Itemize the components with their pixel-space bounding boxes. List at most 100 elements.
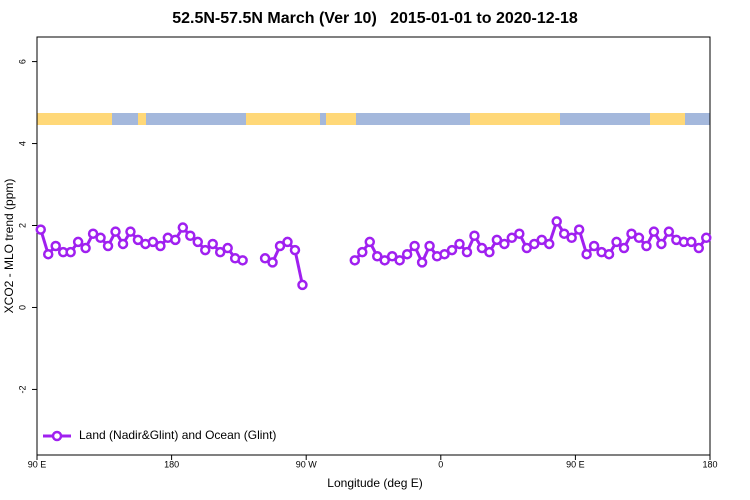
data-point: [633, 232, 645, 244]
data-point: [543, 238, 555, 250]
data-point: [364, 236, 376, 248]
data-point: [416, 257, 428, 268]
y-tick-label: -2: [17, 385, 27, 393]
data-point: [663, 226, 675, 237]
legend-marker: [51, 430, 63, 442]
data-point: [446, 244, 458, 256]
data-point: [394, 255, 405, 266]
data-point: [409, 240, 420, 252]
data-point: [185, 230, 196, 242]
data-point: [536, 234, 547, 246]
x-axis-label: Longitude (deg E): [327, 476, 422, 490]
data-point: [42, 248, 54, 260]
data-point: [573, 224, 585, 235]
land-band: [246, 113, 320, 125]
data-point: [476, 242, 488, 254]
data-point: [72, 236, 84, 248]
data-point: [110, 226, 121, 237]
data-point: [237, 255, 248, 266]
data-point: [506, 232, 518, 244]
data-point: [588, 240, 600, 252]
data-point: [379, 255, 390, 266]
data-point: [349, 255, 361, 266]
y-axis-label: XCO2 - MLO trend (ppm): [2, 179, 16, 314]
data-point: [686, 236, 697, 248]
data-point: [558, 228, 570, 239]
data-point: [177, 222, 189, 233]
data-point: [132, 234, 144, 246]
data-point: [529, 238, 540, 250]
data-point: [626, 228, 637, 239]
data-point: [357, 246, 368, 258]
x-tick-label: 180: [702, 459, 717, 469]
data-point: [102, 240, 114, 252]
x-tick-label: 90 W: [296, 459, 318, 469]
data-point: [192, 236, 204, 248]
legend-label: Land (Nadir&Glint) and Ocean (Glint): [79, 428, 276, 442]
data-point: [274, 240, 286, 252]
data-point: [282, 236, 293, 248]
data-point: [87, 228, 99, 239]
data-point: [693, 242, 705, 254]
data-point: [222, 242, 233, 254]
data-point: [499, 238, 510, 250]
data-point: [386, 250, 398, 262]
data-point: [521, 242, 533, 254]
data-point: [566, 232, 577, 244]
data-point: [371, 250, 383, 262]
data-point: [297, 279, 308, 291]
data-point: [618, 242, 630, 254]
data-point: [701, 232, 712, 244]
data-point: [484, 246, 495, 258]
land-band: [470, 113, 560, 125]
data-point: [267, 257, 278, 268]
land-band: [650, 113, 685, 125]
plot-frame: [36, 36, 711, 456]
x-tick-label: 90 E: [28, 459, 47, 469]
data-point: [155, 240, 166, 252]
data-point: [214, 246, 226, 258]
y-tick-label: 6: [17, 59, 27, 64]
data-point: [259, 253, 271, 264]
data-point: [170, 234, 181, 246]
data-point: [581, 248, 592, 260]
chart-title: 52.5N-57.5N March (Ver 10) 2015-01-01 to…: [172, 10, 578, 27]
data-point: [641, 240, 652, 252]
y-tick-label: 4: [17, 141, 27, 146]
data-point: [461, 246, 473, 258]
y-tick-label: 2: [17, 223, 27, 228]
y-tick-label: 0: [17, 305, 27, 310]
data-point: [514, 228, 525, 239]
data-point: [603, 248, 615, 260]
data-point: [454, 238, 465, 250]
data-point: [95, 232, 106, 244]
land-ocean-strip: [37, 113, 710, 125]
land-band: [326, 113, 356, 125]
land-band: [138, 113, 146, 125]
data-point: [656, 238, 667, 250]
data-point: [35, 224, 46, 235]
data-point: [491, 234, 503, 246]
data-point: [80, 242, 91, 254]
data-point: [147, 236, 159, 248]
data-point: [611, 236, 622, 248]
ocean-band: [37, 113, 710, 125]
data-point: [648, 226, 660, 237]
data-point: [65, 246, 76, 258]
data-point: [424, 240, 435, 252]
data-point: [117, 238, 129, 250]
data-point: [439, 248, 450, 260]
data-point: [50, 240, 61, 252]
land-band: [37, 113, 112, 125]
data-point: [125, 226, 136, 237]
x-tick-label: 90 E: [566, 459, 585, 469]
data-point: [551, 216, 562, 227]
x-tick-label: 0: [438, 459, 443, 469]
data-point: [469, 230, 480, 242]
x-tick-label: 180: [164, 459, 179, 469]
data-point: [401, 248, 413, 260]
data-point: [207, 238, 218, 250]
data-point: [289, 244, 301, 256]
data-point: [200, 244, 211, 256]
